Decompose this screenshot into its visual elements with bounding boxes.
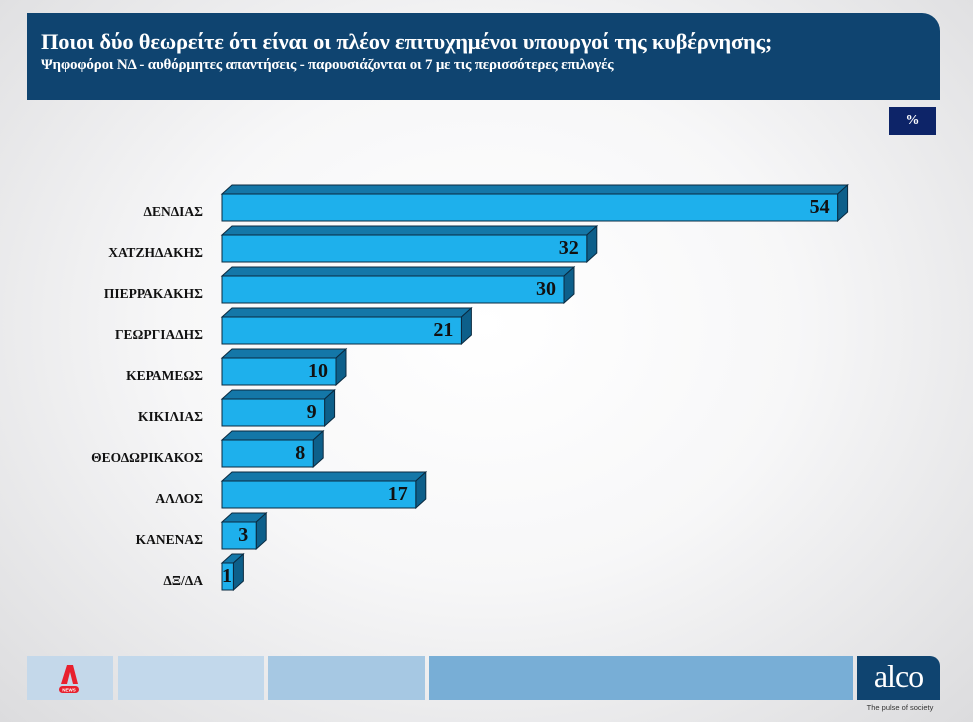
bar	[220, 183, 849, 223]
value-label: 54	[809, 196, 830, 218]
value-label: 8	[295, 442, 306, 464]
chart-title: Ποιοι δύο θεωρείτε ότι είναι οι πλέον επ…	[41, 29, 773, 54]
alpha-news-logo-icon: NEWS	[59, 665, 79, 693]
value-label: 1	[222, 565, 232, 587]
bar	[220, 224, 599, 264]
value-label: 30	[536, 278, 556, 300]
bar-row: ΔΞ/ΔΑ 1	[0, 552, 973, 592]
bar	[220, 429, 325, 469]
category-label: ΠΙΕΡΡΑΚΑΚΗΣ	[103, 286, 203, 301]
category-label: ΑΛΛΟΣ	[155, 491, 203, 506]
bar	[220, 347, 348, 387]
category-label: ΘΕΟΔΩΡΙΚΑΚΟΣ	[91, 450, 203, 465]
footer-stripe-1	[118, 656, 264, 700]
bar-row: ΚΕΡΑΜΕΩΣ 10	[0, 347, 973, 387]
bar-row: ΑΛΛΟΣ 17	[0, 470, 973, 510]
value-label: 21	[433, 319, 454, 341]
category-label: ΧΑΤΖΗΔΑΚΗΣ	[108, 245, 203, 260]
chart-subtitle: Ψηφοφόροι ΝΔ - αυθόρμητες απαντήσεις - π…	[41, 57, 614, 73]
footer-stripe-3	[429, 656, 853, 700]
value-label: 17	[387, 483, 408, 505]
bar-row: ΔΕΝΔΙΑΣ 54	[0, 183, 973, 223]
bar-row: ΠΙΕΡΡΑΚΑΚΗΣ 30	[0, 265, 973, 305]
bar	[220, 306, 473, 346]
bar	[220, 470, 428, 510]
chart-header: Ποιοι δύο θεωρείτε ότι είναι οι πλέον επ…	[27, 13, 940, 100]
bar	[220, 388, 336, 428]
footer-stripe-2	[268, 656, 425, 700]
category-label: ΔΞ/ΔΑ	[163, 573, 203, 588]
value-label: 32	[558, 237, 579, 259]
svg-text:NEWS: NEWS	[62, 688, 76, 693]
category-label: ΓΕΩΡΓΙΑΔΗΣ	[114, 327, 203, 342]
category-label: ΚΕΡΑΜΕΩΣ	[126, 368, 203, 383]
bar-chart: ΔΕΝΔΙΑΣ 54 ΧΑΤΖΗΔΑΚΗΣ 32 ΠΙΕΡΡΑΚΑΚΗΣ 30 ΓΕΩΡΓΙ…	[0, 183, 973, 592]
bar	[220, 265, 576, 305]
bar-row: ΓΕΩΡΓΙΑΔΗΣ 21	[0, 306, 973, 346]
value-label: 9	[306, 401, 317, 423]
alco-logo: alco	[857, 656, 940, 700]
bar	[220, 511, 268, 551]
bar-row: ΧΑΤΖΗΔΑΚΗΣ 32	[0, 224, 973, 264]
bar-row: ΚΑΝΕΝΑΣ 3	[0, 511, 973, 551]
bar-row: ΘΕΟΔΩΡΙΚΑΚΟΣ 8	[0, 429, 973, 469]
value-label: 10	[308, 360, 328, 382]
alco-tagline: The pulse of society	[866, 703, 934, 712]
bar	[220, 552, 245, 592]
category-label: ΔΕΝΔΙΑΣ	[143, 204, 203, 219]
unit-badge: %	[889, 107, 936, 135]
bar-row: ΚΙΚΙΛΙΑΣ 9	[0, 388, 973, 428]
category-label: ΚΑΝΕΝΑΣ	[135, 532, 203, 547]
value-label: 3	[238, 524, 249, 546]
category-label: ΚΙΚΙΛΙΑΣ	[137, 409, 203, 424]
